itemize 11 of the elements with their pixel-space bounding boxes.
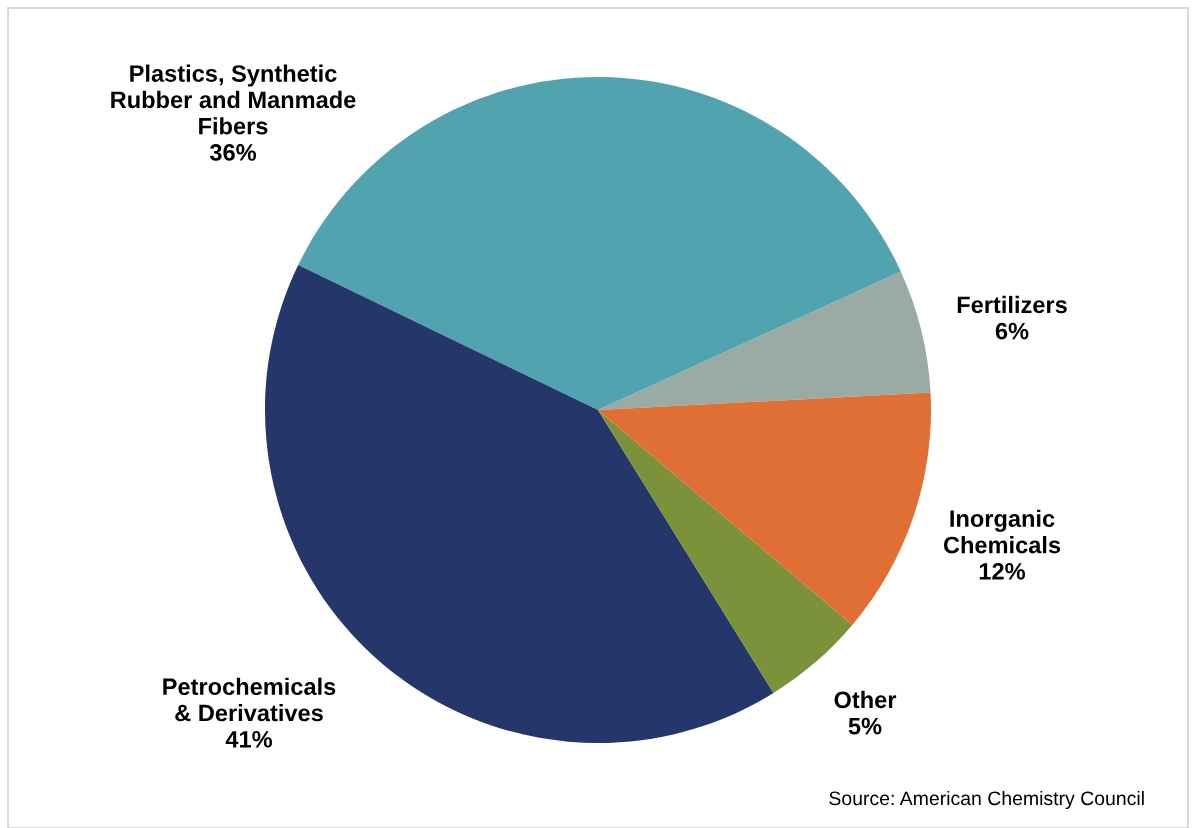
data-label: 12% xyxy=(979,562,1026,580)
data-label: 36% xyxy=(209,144,257,161)
slice-label: Other xyxy=(834,690,897,709)
slice-label: Plastics, Synthetic Rubber and Manmade Fibers xyxy=(111,64,356,135)
data-label: 5% xyxy=(848,717,882,735)
slice-label: Petrochemicals & Derivatives xyxy=(163,677,336,722)
data-label: 41% xyxy=(225,730,273,748)
slice-label: Fertilizers xyxy=(957,295,1067,314)
source-note: Source: American Chemistry Council xyxy=(829,790,1144,810)
slice-label: Inorganic Chemicals xyxy=(943,509,1061,554)
data-label: 6% xyxy=(995,322,1029,340)
